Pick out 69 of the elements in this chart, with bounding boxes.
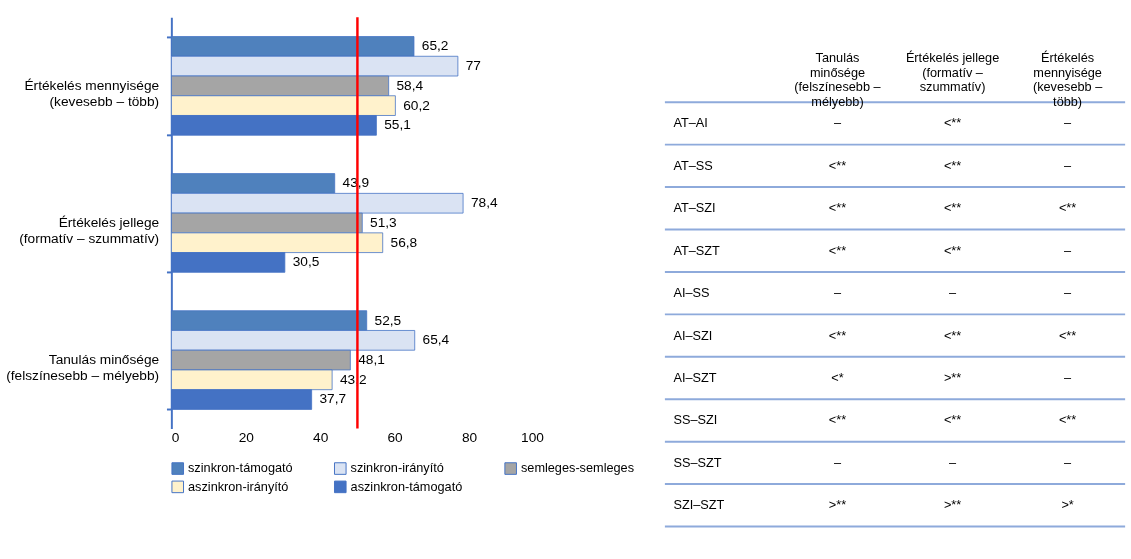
text: – bbox=[1064, 285, 1072, 301]
text: – bbox=[1064, 242, 1072, 258]
text: – bbox=[833, 454, 842, 470]
text: <** bbox=[943, 157, 962, 173]
category-label: AT–SZI bbox=[673, 200, 716, 216]
text: – bbox=[1064, 157, 1072, 173]
text: <** bbox=[943, 412, 962, 428]
text: <** bbox=[828, 327, 847, 343]
y-tick-label: Tanulás minősége (felszínesebb – mélyebb) bbox=[6, 352, 160, 384]
legend-label: semleges-semleges bbox=[520, 460, 635, 476]
data-label: 52,5 bbox=[374, 312, 402, 328]
data-label: 55,1 bbox=[384, 117, 411, 133]
legend-label: szinkron-támogató bbox=[188, 460, 293, 476]
category-label: AI–SZI bbox=[673, 327, 713, 343]
text: >** bbox=[828, 497, 847, 513]
x-tick-label: 100 bbox=[521, 429, 545, 445]
legend-label: aszinkron-irányító bbox=[188, 478, 289, 494]
y-tick-label: Értékelés jellege (formatív – szummatív) bbox=[19, 215, 160, 247]
category-label: SS–SZT bbox=[673, 454, 722, 470]
text: <** bbox=[828, 242, 847, 258]
data-label: 30,5 bbox=[292, 254, 320, 270]
text: <** bbox=[1058, 200, 1077, 216]
text: – bbox=[1064, 454, 1072, 470]
text: <** bbox=[828, 157, 847, 173]
text: <** bbox=[828, 200, 847, 216]
text: <** bbox=[943, 327, 962, 343]
data-label: 77 bbox=[465, 58, 481, 74]
category-label: AI–SS bbox=[673, 285, 710, 301]
legend-label: aszinkron-támogató bbox=[350, 478, 463, 494]
text: – bbox=[949, 454, 957, 470]
text: <** bbox=[828, 412, 847, 428]
category-label: SZI–SZT bbox=[673, 497, 725, 513]
text: – bbox=[949, 285, 957, 301]
text: >* bbox=[1061, 497, 1074, 513]
data-label: 65,2 bbox=[421, 38, 449, 54]
text: – bbox=[1064, 369, 1072, 385]
category-label: AT–AI bbox=[673, 115, 708, 131]
data-label: 65,4 bbox=[422, 332, 450, 348]
x-tick-label: 60 bbox=[387, 429, 404, 445]
category-label: SS–SZI bbox=[673, 412, 718, 428]
category-label: Értékelés jellege (formatív – szummatív) bbox=[905, 50, 1000, 95]
x-tick-label: 20 bbox=[238, 429, 255, 445]
text: <** bbox=[1058, 327, 1077, 343]
category-label: Tanulás minősége (felszínesebb – mélyebb) bbox=[794, 50, 882, 110]
data-label: 58,4 bbox=[396, 77, 424, 93]
category-label: Értékelés mennyisége (kevesebb – több) bbox=[1032, 50, 1104, 110]
data-label: 37,7 bbox=[319, 391, 347, 407]
data-label: 51,3 bbox=[370, 214, 398, 230]
text: – bbox=[833, 115, 842, 131]
category-label: AI–SZT bbox=[673, 369, 717, 385]
text: <** bbox=[943, 115, 962, 131]
x-tick-label: 40 bbox=[313, 429, 329, 445]
data-label: 78,4 bbox=[470, 195, 498, 211]
y-tick-label: Értékelés mennyisége (kevesebb – több) bbox=[24, 78, 160, 109]
text: <** bbox=[943, 242, 962, 258]
category-label: AT–SZT bbox=[673, 242, 720, 258]
text: – bbox=[833, 285, 842, 301]
text: >** bbox=[943, 497, 962, 513]
category-label: AT–SS bbox=[673, 157, 713, 173]
x-tick-label: 80 bbox=[461, 429, 478, 445]
text: >** bbox=[943, 369, 962, 385]
text: <** bbox=[943, 200, 962, 216]
data-label: 60,2 bbox=[403, 97, 430, 113]
data-label: 56,8 bbox=[390, 234, 418, 250]
text: <* bbox=[831, 369, 844, 385]
text: – bbox=[1064, 115, 1072, 131]
legend-label: szinkron-irányító bbox=[350, 460, 444, 476]
text: <** bbox=[1058, 412, 1077, 428]
x-tick-label: 0 bbox=[171, 429, 180, 445]
